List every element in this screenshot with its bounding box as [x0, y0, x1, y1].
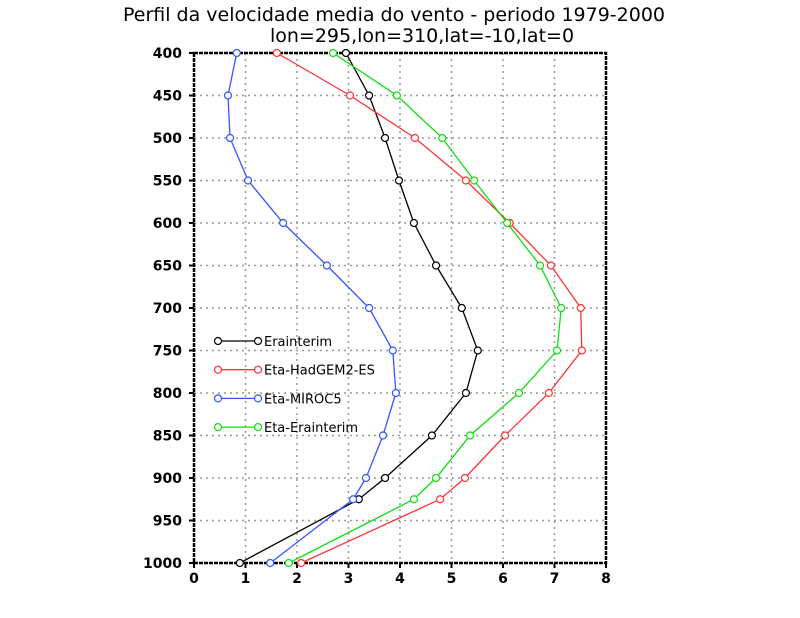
legend-marker	[253, 423, 263, 432]
data-point-erainterim	[427, 431, 437, 440]
data-point-eta-hadgem2-es	[436, 495, 445, 504]
legend-label-eta-hadgem2-es: Eta-HadGEM2-ES	[264, 364, 375, 379]
series-line-eta-erainterim	[288, 52, 562, 564]
data-point-erainterim	[409, 218, 419, 228]
x-tick-label: 3	[344, 571, 354, 587]
data-point-erainterim	[394, 176, 404, 185]
data-point-eta-miroc5	[243, 176, 253, 185]
data-point-eta-erainterim	[284, 558, 293, 568]
y-tick-label: 550	[153, 174, 182, 190]
x-tick-label: 1	[241, 571, 251, 587]
data-point-eta-erainterim	[438, 133, 447, 143]
y-tick-label: 800	[153, 386, 182, 402]
data-point-eta-miroc5	[225, 133, 235, 143]
data-point-eta-erainterim	[431, 473, 441, 483]
data-point-erainterim	[365, 91, 374, 100]
x-tick-label: 4	[395, 571, 405, 587]
data-point-eta-erainterim	[328, 48, 338, 58]
x-tick-label: 5	[447, 571, 457, 587]
y-tick-label: 1000	[143, 556, 182, 572]
x-tick-label: 6	[498, 571, 508, 587]
y-tick-label: 750	[153, 344, 182, 360]
y-tick-label: 900	[153, 471, 182, 487]
legend-marker	[253, 394, 263, 403]
data-point-eta-hadgem2-es	[546, 261, 555, 270]
y-tick-label: 700	[153, 301, 182, 317]
legend-marker	[213, 365, 223, 374]
data-point-eta-erainterim	[409, 495, 419, 504]
x-tick-label: 8	[601, 571, 611, 587]
data-point-eta-miroc5	[391, 388, 400, 398]
legend-marker	[253, 336, 263, 346]
data-point-eta-miroc5	[223, 91, 233, 100]
data-point-eta-erainterim	[465, 431, 475, 440]
data-point-eta-hadgem2-es	[461, 176, 471, 185]
data-point-eta-hadgem2-es	[577, 346, 586, 355]
y-tick-label: 950	[153, 514, 182, 530]
data-point-erainterim	[341, 48, 351, 58]
data-point-erainterim	[457, 303, 466, 313]
series-line-erainterim	[239, 52, 479, 564]
legend-marker	[253, 365, 263, 374]
data-point-eta-miroc5	[349, 495, 358, 504]
data-point-eta-miroc5	[361, 473, 371, 483]
data-point-eta-miroc5	[266, 558, 275, 568]
chart-title: Perfil da velocidade media do vento - pe…	[123, 4, 665, 26]
data-point-eta-erainterim	[514, 388, 524, 398]
data-point-eta-miroc5	[322, 261, 331, 270]
y-tick-label: 600	[153, 216, 182, 232]
data-point-eta-miroc5	[388, 346, 397, 355]
data-point-eta-hadgem2-es	[297, 558, 306, 568]
y-tick-label: 500	[153, 131, 182, 147]
data-point-eta-miroc5	[365, 303, 374, 313]
data-point-erainterim	[461, 388, 471, 398]
data-point-erainterim	[380, 473, 390, 483]
data-point-eta-miroc5	[278, 218, 288, 228]
data-point-eta-erainterim	[470, 176, 479, 185]
data-point-eta-hadgem2-es	[576, 303, 585, 313]
data-point-eta-miroc5	[232, 48, 241, 58]
data-point-erainterim	[431, 261, 441, 270]
data-point-eta-erainterim	[557, 303, 566, 313]
data-point-eta-erainterim	[392, 91, 402, 100]
y-tick-label: 450	[153, 89, 182, 105]
legend-marker	[213, 423, 223, 432]
data-point-eta-erainterim	[552, 346, 562, 355]
data-point-erainterim	[473, 346, 482, 355]
plot-frame	[192, 51, 608, 565]
x-tick-label: 2	[292, 571, 302, 587]
y-tick-label: 650	[153, 259, 182, 275]
data-point-eta-erainterim	[535, 261, 545, 270]
data-point-eta-hadgem2-es	[272, 48, 282, 58]
legend-marker	[213, 394, 223, 403]
data-point-erainterim	[380, 133, 390, 143]
data-point-eta-hadgem2-es	[410, 133, 420, 143]
chart-subtitle: lon=295,lon=310,lat=-10,lat=0	[270, 25, 574, 47]
legend-label-erainterim: Erainterim	[264, 335, 332, 350]
y-tick-label: 850	[153, 429, 182, 445]
legend-marker	[213, 336, 223, 346]
data-point-eta-hadgem2-es	[460, 473, 469, 483]
data-point-eta-hadgem2-es	[345, 91, 355, 100]
data-point-eta-hadgem2-es	[544, 388, 553, 398]
y-tick-label: 400	[153, 46, 182, 62]
data-point-eta-miroc5	[378, 431, 388, 440]
data-point-eta-hadgem2-es	[500, 431, 510, 440]
data-point-erainterim	[235, 558, 244, 568]
legend-label-eta-miroc5: Eta-MIROC5	[264, 392, 342, 407]
x-tick-label: 0	[189, 571, 199, 587]
data-point-eta-erainterim	[503, 218, 512, 228]
x-tick-label: 7	[550, 571, 560, 587]
legend-label-eta-erainterim: Eta-Erainterim	[264, 421, 358, 436]
